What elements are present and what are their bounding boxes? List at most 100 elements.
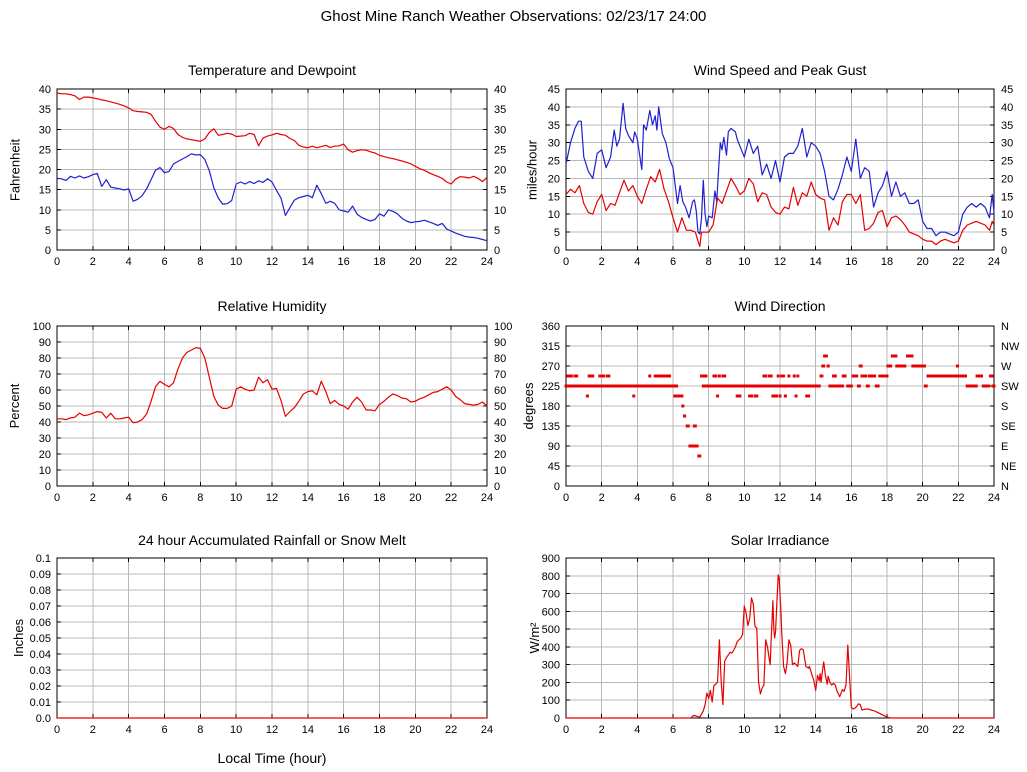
svg-text:E: E xyxy=(1001,441,1008,453)
svg-text:8: 8 xyxy=(706,256,712,268)
svg-text:0: 0 xyxy=(563,492,569,504)
svg-text:0: 0 xyxy=(554,245,560,257)
svg-text:30: 30 xyxy=(1001,138,1013,150)
svg-text:500: 500 xyxy=(542,624,560,636)
rainfall-panel: 24 hour Accumulated Rainfall or Snow Mel… xyxy=(0,528,513,772)
svg-text:8: 8 xyxy=(197,256,203,268)
svg-text:90: 90 xyxy=(39,337,51,349)
svg-text:2: 2 xyxy=(599,256,605,268)
svg-text:40: 40 xyxy=(494,417,506,429)
svg-text:0.09: 0.09 xyxy=(30,569,51,581)
svg-text:40: 40 xyxy=(494,84,506,96)
svg-text:20: 20 xyxy=(494,165,506,177)
svg-text:6: 6 xyxy=(161,724,167,736)
svg-text:10: 10 xyxy=(738,492,750,504)
svg-text:0.03: 0.03 xyxy=(30,665,51,677)
svg-text:600: 600 xyxy=(542,606,560,618)
svg-text:6: 6 xyxy=(161,256,167,268)
svg-text:80: 80 xyxy=(39,353,51,365)
svg-text:60: 60 xyxy=(39,385,51,397)
svg-text:0: 0 xyxy=(563,724,569,736)
chart-title: 24 hour Accumulated Rainfall or Snow Mel… xyxy=(138,532,406,548)
svg-text:10: 10 xyxy=(230,724,242,736)
svg-text:4: 4 xyxy=(126,724,132,736)
svg-text:14: 14 xyxy=(302,492,314,504)
svg-text:900: 900 xyxy=(542,553,560,565)
svg-text:0: 0 xyxy=(494,481,500,493)
svg-text:15: 15 xyxy=(494,185,506,197)
svg-text:60: 60 xyxy=(494,385,506,397)
svg-text:4: 4 xyxy=(634,256,640,268)
svg-text:N: N xyxy=(1001,321,1009,333)
svg-text:18: 18 xyxy=(373,724,385,736)
svg-text:8: 8 xyxy=(197,724,203,736)
svg-text:18: 18 xyxy=(373,492,385,504)
svg-text:10: 10 xyxy=(230,492,242,504)
svg-text:0.01: 0.01 xyxy=(30,697,51,709)
svg-text:20: 20 xyxy=(409,256,421,268)
svg-text:14: 14 xyxy=(302,256,314,268)
svg-text:14: 14 xyxy=(810,256,822,268)
chart-title: Solar Irradiance xyxy=(730,532,830,548)
chart-title: Wind Speed and Peak Gust xyxy=(693,62,867,78)
svg-text:0: 0 xyxy=(554,481,560,493)
svg-text:22: 22 xyxy=(952,724,964,736)
svg-text:12: 12 xyxy=(774,492,786,504)
svg-text:5: 5 xyxy=(494,225,500,237)
svg-text:24: 24 xyxy=(988,492,1000,504)
svg-text:8: 8 xyxy=(706,492,712,504)
svg-text:30: 30 xyxy=(494,124,506,136)
svg-text:SW: SW xyxy=(1001,381,1019,393)
chart-title: Temperature and Dewpoint xyxy=(187,62,357,78)
svg-text:80: 80 xyxy=(494,353,506,365)
svg-text:30: 30 xyxy=(39,433,51,445)
svg-text:18: 18 xyxy=(881,492,893,504)
svg-text:30: 30 xyxy=(39,124,51,136)
svg-text:0.05: 0.05 xyxy=(30,633,51,645)
svg-text:0: 0 xyxy=(1001,245,1007,257)
svg-text:45: 45 xyxy=(1001,84,1013,96)
svg-text:NW: NW xyxy=(1001,341,1020,353)
svg-text:4: 4 xyxy=(126,492,132,504)
svg-text:25: 25 xyxy=(39,144,51,156)
svg-text:50: 50 xyxy=(39,401,51,413)
svg-text:10: 10 xyxy=(494,205,506,217)
svg-text:12: 12 xyxy=(774,256,786,268)
svg-text:0.06: 0.06 xyxy=(30,617,51,629)
svg-text:8: 8 xyxy=(197,492,203,504)
svg-text:4: 4 xyxy=(634,724,640,736)
svg-text:12: 12 xyxy=(774,724,786,736)
svg-text:14: 14 xyxy=(302,724,314,736)
svg-text:35: 35 xyxy=(494,104,506,116)
svg-text:35: 35 xyxy=(39,104,51,116)
svg-text:40: 40 xyxy=(1001,102,1013,114)
page-title: Ghost Mine Ranch Weather Observations: 0… xyxy=(320,8,707,25)
svg-text:0.04: 0.04 xyxy=(30,649,51,661)
svg-text:22: 22 xyxy=(952,256,964,268)
svg-text:16: 16 xyxy=(845,256,857,268)
svg-text:45: 45 xyxy=(548,461,560,473)
svg-text:18: 18 xyxy=(373,256,385,268)
svg-text:0: 0 xyxy=(54,724,60,736)
svg-text:10: 10 xyxy=(494,465,506,477)
svg-text:22: 22 xyxy=(952,492,964,504)
svg-text:16: 16 xyxy=(338,256,350,268)
svg-text:0.08: 0.08 xyxy=(30,585,51,597)
svg-text:0: 0 xyxy=(54,492,60,504)
x-axis-label: Local Time (hour) xyxy=(217,750,327,766)
svg-text:2: 2 xyxy=(90,492,96,504)
rainfall-chart: 0 2 4 6 8 10 12 14 16 18 20 22 240.00.010.020.030.04… xyxy=(30,553,494,736)
svg-text:16: 16 xyxy=(845,724,857,736)
svg-text:40: 40 xyxy=(548,102,560,114)
svg-text:70: 70 xyxy=(39,369,51,381)
svg-text:25: 25 xyxy=(1001,156,1013,168)
svg-text:180: 180 xyxy=(542,401,560,413)
svg-text:2: 2 xyxy=(90,724,96,736)
svg-text:16: 16 xyxy=(845,492,857,504)
svg-text:20: 20 xyxy=(548,173,560,185)
svg-text:N: N xyxy=(1001,481,1009,493)
svg-text:25: 25 xyxy=(494,144,506,156)
